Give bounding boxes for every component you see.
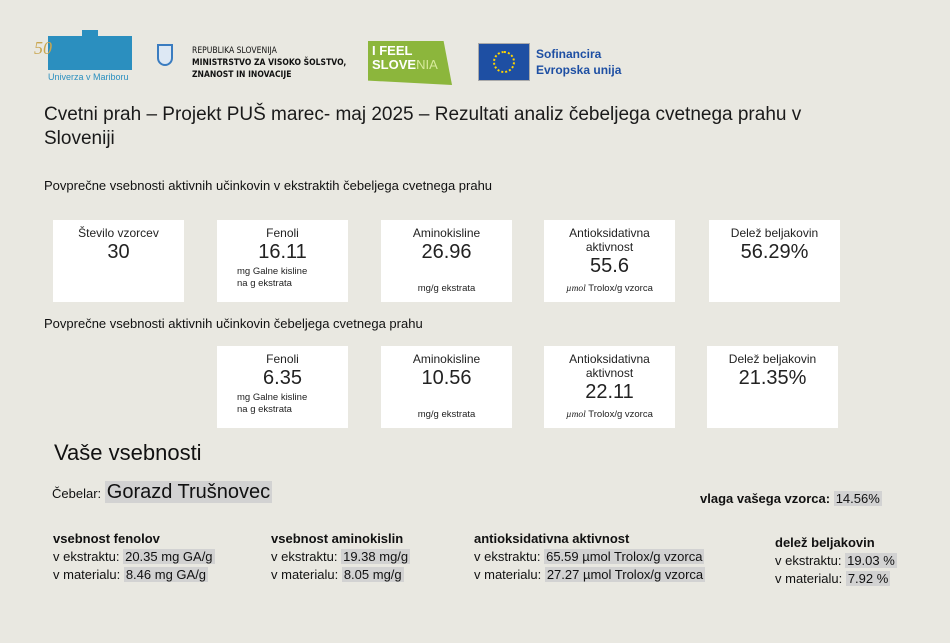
stat-card: Delež beljakovin 21.35%	[707, 346, 838, 428]
card-value: 30	[107, 241, 130, 263]
card-unit: mg/g ekstrata	[381, 409, 512, 421]
card-label: Antioksidativna aktivnost	[569, 226, 650, 254]
card-label: Fenoli	[266, 226, 299, 240]
result-group-title: antioksidativna aktivnost	[474, 531, 630, 546]
result-value: 19.03 %	[845, 553, 897, 568]
unit-text: mg/g ekstrata	[417, 283, 476, 294]
result-label: v ekstraktu:	[775, 553, 842, 568]
result-row: v ekstraktu: 19.03 %	[775, 552, 897, 570]
stat-card: Aminokisline 10.56 mg/g ekstrata	[381, 346, 512, 428]
unit-text: mg/g ekstrata	[417, 409, 476, 420]
beekeeper: Čebelar: Gorazd Trušnovec	[52, 481, 273, 503]
card-value: 55.6	[590, 255, 629, 277]
card-label: Število vzorcev	[78, 226, 159, 240]
section2-heading: Povprečne vsebnosti aktivnih učinkovin č…	[44, 316, 423, 331]
page-title: Cvetni prah – Projekt PUŠ marec- maj 202…	[44, 104, 802, 149]
card-value: 22.11	[585, 381, 634, 403]
coat-of-arms-icon	[157, 44, 173, 66]
eu-flag-icon	[478, 43, 530, 81]
card-label: Aminokisline	[412, 226, 481, 240]
result-value: 8.46 mg GA/g	[123, 567, 209, 582]
eu-cofinancing-text: Sofinancira Evropska unija	[536, 47, 622, 77]
result-row: v ekstraktu: 65.59 µmol Trolox/g vzorca	[474, 548, 705, 566]
card-unit: µmol Trolox/g vzorca	[544, 283, 675, 295]
result-row: v materialu: 7.92 %	[775, 570, 897, 588]
stat-card: Fenoli 6.35 mg Galne kisline na g ekstrata	[217, 346, 348, 428]
ministry-logo: REPUBLIKA SLOVENIJA MINISTRSTVO ZA VISOK…	[192, 46, 347, 80]
unit-text: Trolox/g vzorca	[585, 409, 653, 420]
result-group: vsebnost fenolov v ekstraktu: 20.35 mg GA…	[53, 530, 215, 584]
result-row: v ekstraktu: 19.38 mg/g	[271, 548, 411, 566]
card-value: 16.11	[258, 241, 307, 263]
card-unit: µmol Trolox/g vzorca	[544, 409, 675, 421]
stat-card: Število vzorcev 30	[53, 220, 184, 302]
card-value: 21.35%	[738, 367, 807, 389]
card-label: Delež beljakovin	[730, 226, 819, 240]
unit-italic: µmol	[566, 410, 586, 420]
card-value: 10.56	[421, 367, 472, 389]
result-group-title: delež beljakovin	[775, 535, 875, 550]
result-label: v materialu:	[474, 567, 542, 582]
result-label: v materialu:	[271, 567, 339, 582]
result-label: v ekstraktu:	[271, 549, 338, 564]
result-group-title: vsebnost aminokislin	[271, 531, 404, 546]
section1-heading: Povprečne vsebnosti aktivnih učinkovin v…	[44, 178, 493, 193]
stat-card: Fenoli 16.11 mg Galne kisline na g ekstrat…	[217, 220, 348, 302]
your-contents-heading: Vaše vsebnosti	[54, 440, 202, 465]
card-label: Delež beljakovin	[728, 352, 817, 366]
result-row: v materialu: 8.05 mg/g	[271, 566, 410, 584]
unit-text: mg Galne kisline na g ekstrata	[237, 392, 308, 415]
result-group: delež beljakovin v ekstraktu: 19.03 % v ma…	[775, 534, 897, 588]
card-unit: mg Galne kisline na g ekstrata	[217, 266, 317, 290]
unit-text: Trolox/g vzorca	[585, 283, 653, 294]
card-value: 6.35	[263, 367, 302, 389]
univerza-maribor-logo: 50 Univerza v Mariboru	[34, 30, 134, 86]
card-value: 26.96	[421, 241, 472, 263]
result-value: 65.59 µmol Trolox/g vzorca	[544, 549, 705, 564]
result-label: v materialu:	[53, 567, 121, 582]
moisture: vlaga vašega vzorca: 14.56%	[700, 491, 882, 506]
stat-card: Antioksidativna aktivnost 55.6 µmol Trolox…	[544, 220, 675, 302]
card-value: 56.29%	[740, 241, 809, 263]
card-unit: mg/g ekstrata	[381, 283, 512, 295]
result-row: v materialu: 8.46 mg GA/g	[53, 566, 215, 584]
result-group: vsebnost aminokislin v ekstraktu: 19.38 m…	[271, 530, 411, 584]
unit-italic: µmol	[566, 284, 586, 294]
stat-card: Delež beljakovin 56.29%	[709, 220, 840, 302]
card-unit: mg Galne kisline na g ekstrata	[217, 392, 317, 416]
result-group: antioksidativna aktivnost v ekstraktu: 65…	[474, 530, 706, 584]
unit-text: mg Galne kisline na g ekstrata	[237, 266, 308, 289]
result-label: v ekstraktu:	[53, 549, 120, 564]
result-value: 7.92 %	[845, 571, 891, 586]
result-value: 19.38 mg/g	[341, 549, 411, 564]
i-feel-slovenia-logo: I FEEL SLOVENIA	[368, 41, 452, 85]
beekeeper-name: Gorazd Trušnovec	[104, 481, 273, 503]
result-row: v ekstraktu: 20.35 mg GA/g	[53, 548, 215, 566]
result-group-title: vsebnost fenolov	[53, 531, 160, 546]
card-label: Antioksidativna aktivnost	[569, 352, 650, 380]
result-value: 8.05 mg/g	[341, 567, 404, 582]
stat-card: Antioksidativna aktivnost 22.11 µmol Trolo…	[544, 346, 675, 428]
stat-card: Aminokisline 26.96 mg/g ekstrata	[381, 220, 512, 302]
result-value: 27.27 µmol Trolox/g vzorca	[544, 567, 706, 582]
card-label: Aminokisline	[412, 352, 481, 366]
result-label: v materialu:	[775, 571, 843, 586]
result-value: 20.35 mg GA/g	[123, 549, 215, 564]
card-label: Fenoli	[266, 352, 299, 366]
result-row: v materialu: 27.27 µmol Trolox/g vzorca	[474, 566, 706, 584]
result-label: v ekstraktu:	[474, 549, 541, 564]
